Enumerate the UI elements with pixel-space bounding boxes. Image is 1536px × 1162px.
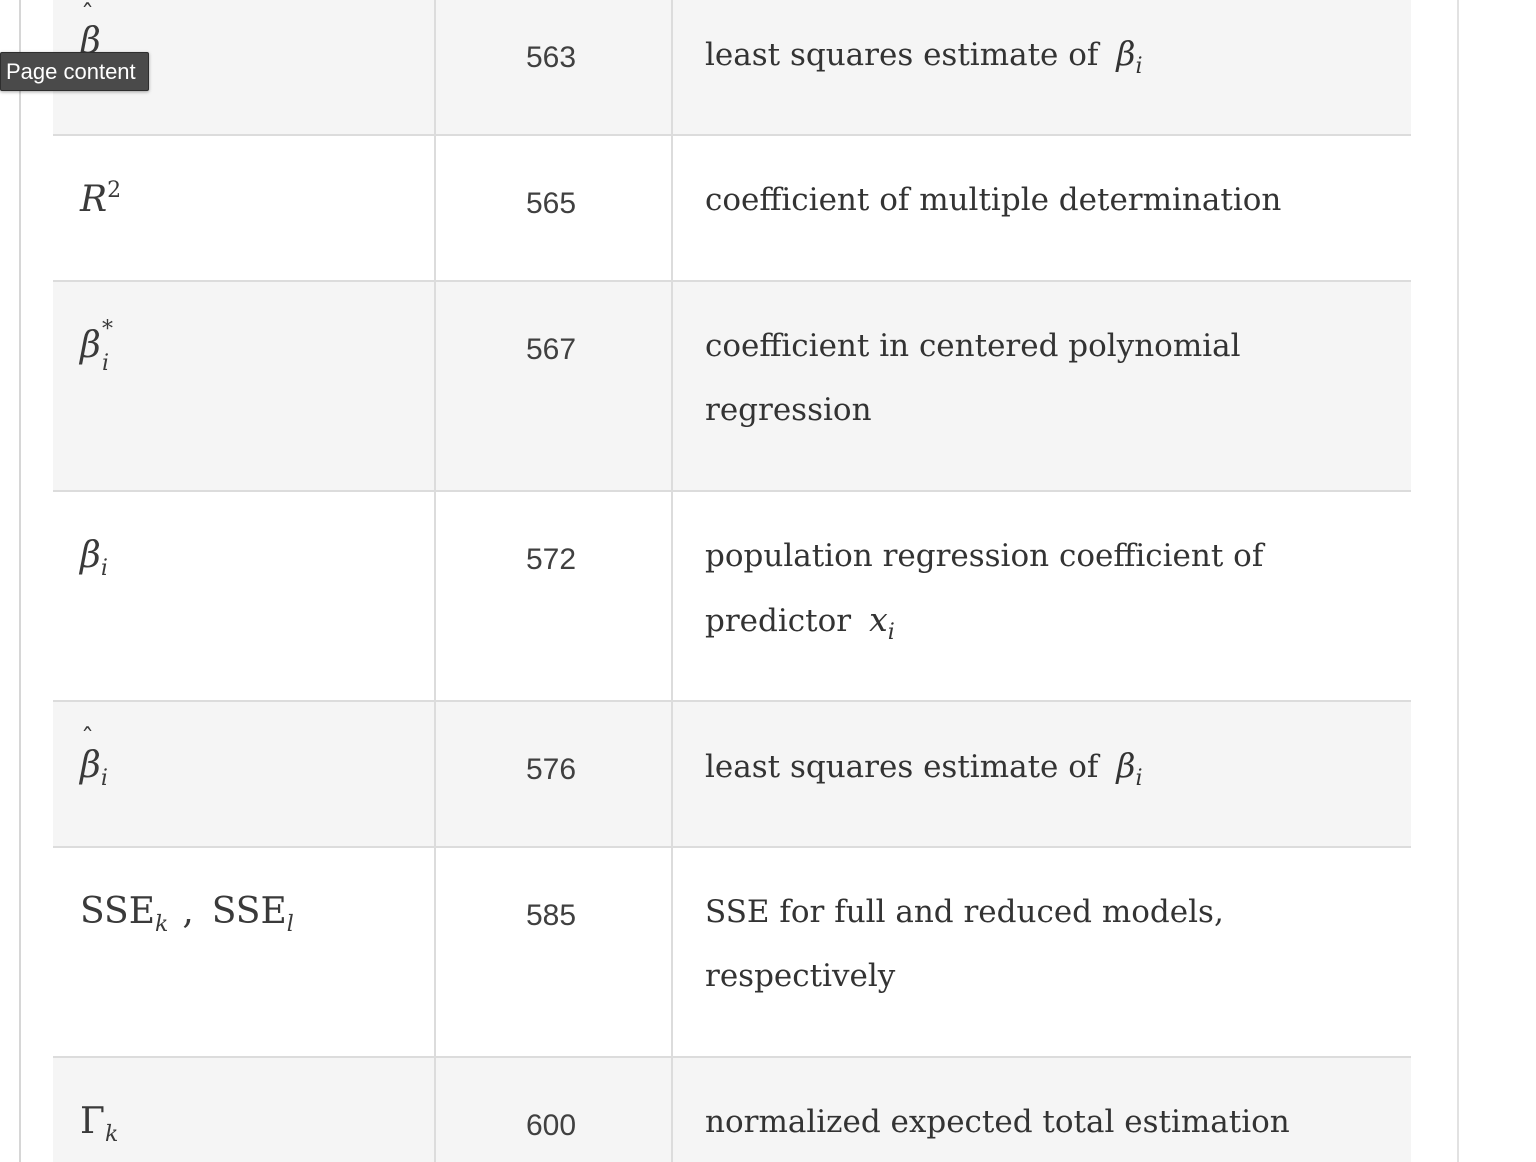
page-content-tooltip: Page content <box>0 52 149 91</box>
description: coefficient in centered polynomial regre… <box>705 328 1241 428</box>
description-cell: SSE for full and reduced models, respect… <box>671 846 1411 1058</box>
description: normalized expected total estimation err… <box>705 1104 1290 1140</box>
math-variable: xi <box>869 600 895 645</box>
math-variable: βi <box>1116 34 1143 79</box>
table-row: βi 572 population regression coefficient… <box>53 490 1411 702</box>
page-cell: 585 <box>434 846 672 1058</box>
symbol-cell: Γk <box>53 1056 435 1162</box>
description: population regression coefficient of pre… <box>705 538 1264 645</box>
description-cell: population regression coefficient of pre… <box>671 490 1411 702</box>
page-cell: 576 <box>434 700 672 848</box>
description-cell: coefficient in centered polynomial regre… <box>671 280 1411 492</box>
symbol-cell: SSEk, SSEl <box>53 846 435 1058</box>
page-number: 600 <box>526 1109 577 1142</box>
page-number: 572 <box>526 543 577 576</box>
page-cell: 563 <box>434 0 672 136</box>
description: least squares estimate of βi <box>705 746 1143 791</box>
description: least squares estimate of βi <box>705 34 1143 79</box>
description-cell: least squares estimate of βi <box>671 700 1411 848</box>
symbol-cell: β * i <box>53 280 435 492</box>
description-cell: normalized expected total estimation err… <box>671 1056 1411 1162</box>
page-number: 567 <box>526 333 577 366</box>
math-variable: βi <box>1116 746 1143 791</box>
page-cell: 600 <box>434 1056 672 1162</box>
symbol: ˆ βi <box>80 724 108 791</box>
page-number: 565 <box>526 187 577 220</box>
symbol: R2 <box>80 178 122 220</box>
table-row: SSEk, SSEl 585 SSE for full and reduced m… <box>53 846 1411 1058</box>
table-row: R2 565 coefficient of multiple determina… <box>53 134 1411 282</box>
description-cell: least squares estimate of βi <box>671 0 1411 136</box>
page-number: 585 <box>526 899 577 932</box>
content-frame-right-border <box>1457 0 1459 1162</box>
page-cell: 565 <box>434 134 672 282</box>
description: SSE for full and reduced models, respect… <box>705 894 1224 994</box>
symbol-cell: R2 <box>53 134 435 282</box>
table-row: β * i 567 coefficient in centered polynomi… <box>53 280 1411 492</box>
page-cell: 572 <box>434 490 672 702</box>
page-number: 576 <box>526 753 577 786</box>
description: coefficient of multiple determination <box>705 182 1282 218</box>
description-cell: coefficient of multiple determination <box>671 134 1411 282</box>
symbol-cell: ˆ βi <box>53 700 435 848</box>
table-row: ˆ βi 576 least squares estimate of βi <box>53 700 1411 848</box>
page-number: 563 <box>526 41 577 74</box>
table-row: Γk 600 normalized expected total estimat… <box>53 1056 1411 1162</box>
symbol: SSEk, SSEl <box>80 891 294 937</box>
symbol: βi <box>80 535 108 581</box>
page-cell: 567 <box>434 280 672 492</box>
content-frame-left-border <box>19 0 21 1162</box>
symbol-cell: βi <box>53 490 435 702</box>
symbol: Γk <box>80 1101 119 1147</box>
symbol: β * i <box>80 317 113 376</box>
